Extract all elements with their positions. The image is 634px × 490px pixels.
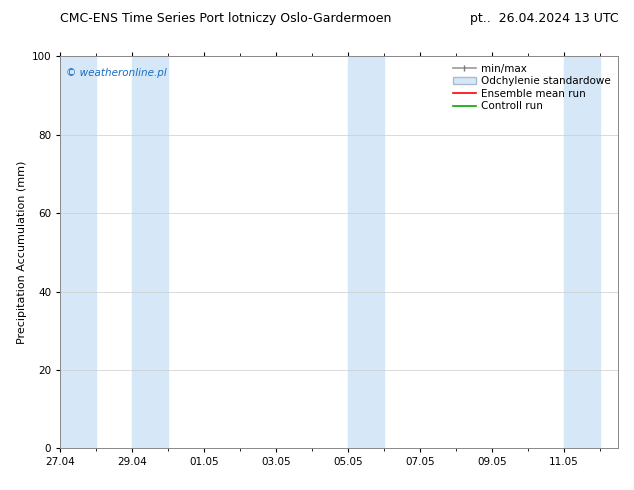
Text: © weatheronline.pl: © weatheronline.pl (66, 68, 167, 78)
Bar (60, 56, 96, 448)
Y-axis label: Precipitation Accumulation (mm): Precipitation Accumulation (mm) (17, 161, 27, 344)
Text: CMC-ENS Time Series Port lotniczy Oslo-Gardermoen: CMC-ENS Time Series Port lotniczy Oslo-G… (60, 12, 392, 25)
Bar (564, 56, 600, 448)
Bar (348, 56, 384, 448)
Bar (133, 56, 168, 448)
Text: pt..  26.04.2024 13 UTC: pt.. 26.04.2024 13 UTC (470, 12, 618, 25)
Legend: min/max, Odchylenie standardowe, Ensemble mean run, Controll run: min/max, Odchylenie standardowe, Ensembl… (451, 62, 613, 114)
